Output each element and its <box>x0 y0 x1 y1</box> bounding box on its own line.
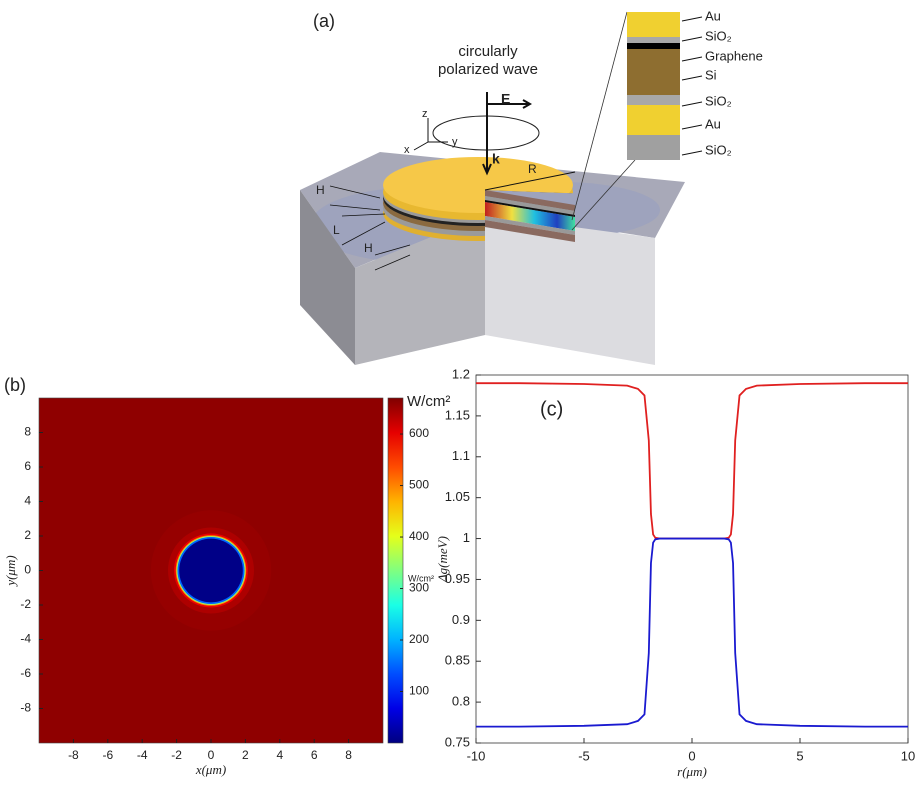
charts: -8 -6 -4 -2 0 2 4 6 8 -8 -6 -4 -2 0 2 4 6 8 x(μm) y(μm) (b) 1… <box>0 313 915 802</box>
y-tick-label: -6 <box>20 666 31 680</box>
wave-label: circularly <box>458 43 518 60</box>
x-tick-label: 2 <box>242 748 249 762</box>
x-axis-label: x(μm) <box>195 762 226 777</box>
y-tick-label: -8 <box>20 701 31 715</box>
y-tick-label: 1.05 <box>445 489 470 504</box>
wave-label: polarized wave <box>438 61 538 78</box>
y-tick-label: 2 <box>24 528 31 542</box>
y-tick-label: 0.75 <box>445 734 470 749</box>
x-tick-label: -2 <box>171 748 182 762</box>
x-tick-label: -10 <box>467 748 486 763</box>
plot-frame <box>476 375 908 743</box>
colorbar-tick-label: 200 <box>409 632 429 646</box>
dimension-label: R <box>528 162 537 176</box>
x-tick-label: 10 <box>901 748 915 763</box>
layer-pointer <box>682 37 702 41</box>
y-tick-label: 4 <box>24 494 31 508</box>
x-tick-label: 6 <box>311 748 318 762</box>
y-tick-label: 0.9 <box>452 612 470 627</box>
x-axis-label: r(μm) <box>677 764 707 779</box>
x-tick-label: 5 <box>796 748 803 763</box>
x-tick-label: -6 <box>102 748 113 762</box>
y-tick-label: 0.85 <box>445 653 470 668</box>
x-tick-label: -4 <box>137 748 148 762</box>
layer-label: Graphene <box>705 48 763 63</box>
colorbar-tick-label: 500 <box>409 478 429 492</box>
x-tick-label: -8 <box>68 748 79 762</box>
layer-label: Si <box>705 67 717 82</box>
colorbar-tick-label: 100 <box>409 684 429 698</box>
y-tick-label: 8 <box>24 425 31 439</box>
vector-label: k <box>492 151 500 167</box>
layer-label: SiO₂ <box>705 93 732 108</box>
y-tick-label: -4 <box>20 632 31 646</box>
panel-label: (c) <box>540 398 563 420</box>
layer-column <box>627 12 680 160</box>
dimension-label: H <box>364 241 373 255</box>
y-tick-label: 1.1 <box>452 448 470 463</box>
x-tick-label: 4 <box>276 748 283 762</box>
axis-label: z <box>422 108 428 120</box>
dimension-label: H <box>316 183 325 197</box>
colorbar-tick-label: 600 <box>409 426 429 440</box>
y-tick-label: 0 <box>24 563 31 577</box>
colorbar-label: W/cm² <box>408 573 434 583</box>
layer-label: Au <box>705 116 721 131</box>
layer-pointer <box>682 17 702 21</box>
y-tick-label: -2 <box>20 597 31 611</box>
panel-label: (b) <box>4 375 26 395</box>
layer-pointer <box>682 57 702 61</box>
layer-label: SiO₂ <box>705 28 732 43</box>
colorbar-tick-label: 400 <box>409 529 429 543</box>
y-tick-label: 6 <box>24 459 31 473</box>
x-tick-label: 0 <box>688 748 695 763</box>
layer-label: SiO₂ <box>705 142 732 157</box>
y-tick-label: 1 <box>463 530 470 545</box>
dimension-label: L <box>333 223 340 237</box>
figure: (a) circularly polarized wave z x y E k … <box>0 0 922 802</box>
y-axis-label: y(μm) <box>3 555 18 587</box>
layer-pointer <box>682 76 702 80</box>
x-tick-label: 0 <box>208 748 215 762</box>
layer-pointer <box>682 151 702 155</box>
y-tick-label: 1.15 <box>445 407 470 422</box>
layer-labels: Au SiO₂ Graphene Si SiO₂ Au SiO₂ <box>682 8 763 157</box>
layer-pointer <box>682 125 702 129</box>
y-tick-label: 0.8 <box>452 694 470 709</box>
x-tick-label: -5 <box>578 748 590 763</box>
axis-label: x <box>404 144 410 156</box>
layer-label: Au <box>705 8 721 23</box>
y-axis-label: Δg(meV) <box>435 536 450 583</box>
intensity-ring <box>179 539 243 603</box>
panel-label: (a) <box>313 11 335 31</box>
vector-label: E <box>501 91 510 107</box>
x-tick-label: 8 <box>345 748 352 762</box>
axis-label: y <box>452 136 458 148</box>
y-tick-label: 1.2 <box>452 366 470 381</box>
layer-pointer <box>682 102 702 106</box>
